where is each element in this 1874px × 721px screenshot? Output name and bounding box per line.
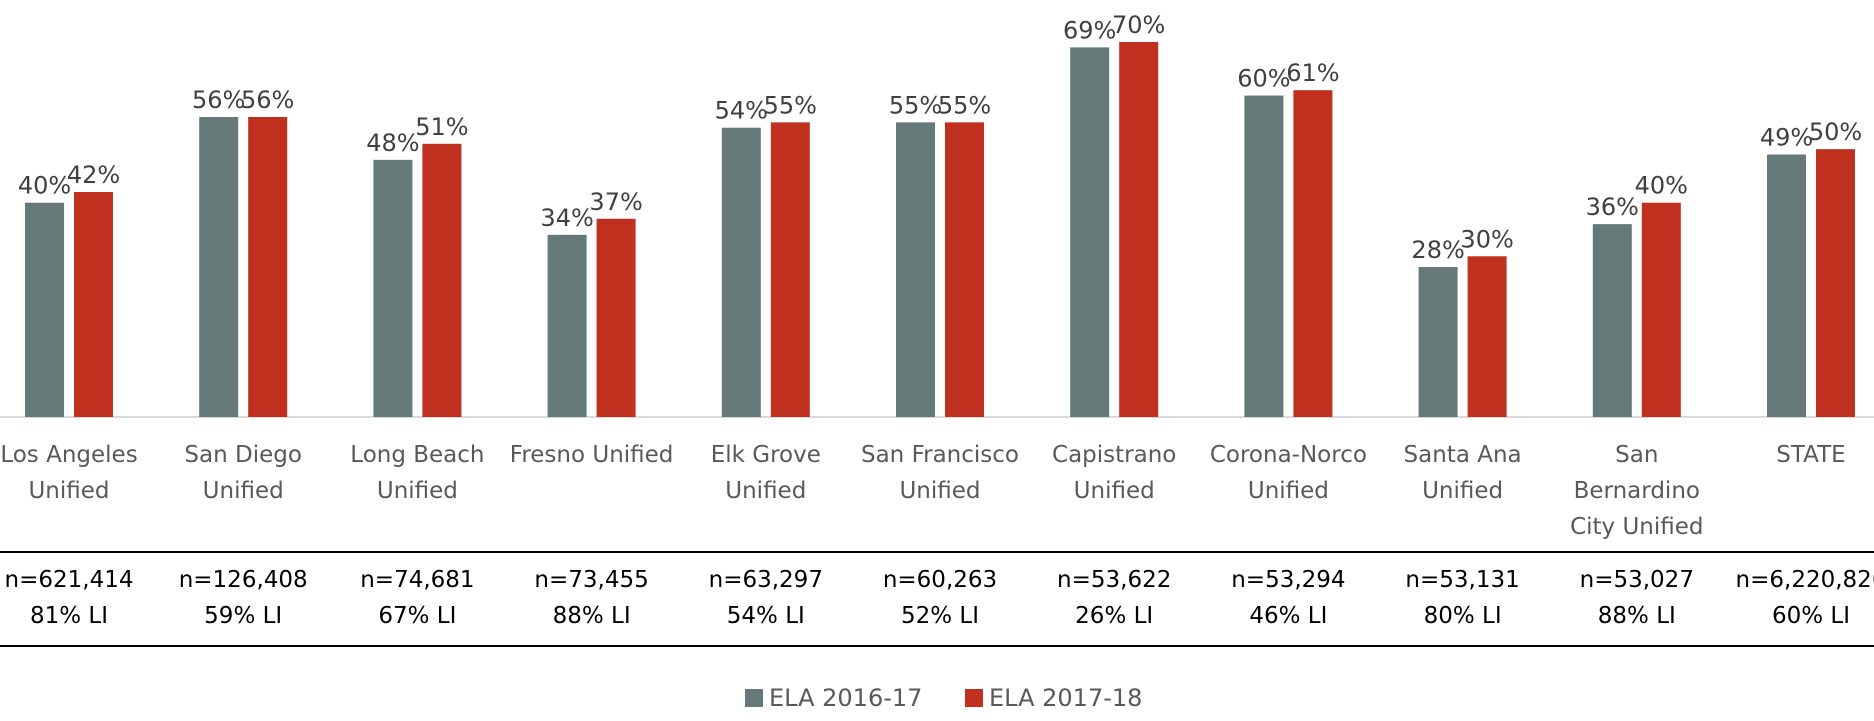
x-tick-label: Los Angeles Unified — [0, 442, 138, 504]
data-label: 48% — [366, 129, 419, 157]
bar — [721, 127, 761, 417]
data-label: 55% — [764, 91, 817, 119]
sample-size: n=53,622 — [1057, 567, 1172, 593]
low-income: 88% LI — [552, 603, 631, 629]
bar — [422, 143, 462, 418]
low-income: 26% LI — [1075, 603, 1154, 629]
x-tick-label: Elk Grove Unified — [710, 442, 821, 504]
bar — [1767, 154, 1806, 417]
legend-swatch — [965, 689, 983, 707]
data-label: 34% — [540, 204, 593, 232]
x-tick-label: San Bernardino City Unified — [1570, 442, 1704, 540]
sample-size: n=74,681 — [360, 567, 475, 593]
data-label: 28% — [1411, 236, 1464, 264]
bar — [770, 122, 810, 417]
data-label: 70% — [1112, 11, 1165, 39]
data-label: 55% — [938, 91, 991, 119]
x-tick-label: Santa Ana Unified — [1403, 442, 1522, 504]
bar — [74, 192, 113, 417]
bar — [547, 234, 587, 417]
sample-size: n=6,220,826 — [1735, 567, 1874, 593]
sample-size: n=621,414 — [4, 567, 134, 593]
low-income: 80% LI — [1423, 603, 1502, 629]
data-label: 56% — [241, 86, 294, 114]
bar — [1816, 149, 1855, 417]
bar — [1293, 90, 1333, 417]
data-label: 42% — [67, 161, 120, 189]
data-label: 69% — [1063, 16, 1116, 44]
low-income: 67% LI — [378, 603, 457, 629]
data-label: 37% — [589, 188, 642, 216]
bar — [1641, 202, 1681, 417]
data-label: 56% — [192, 86, 245, 114]
low-income: 46% LI — [1249, 603, 1328, 629]
low-income: 60% LI — [1771, 603, 1851, 629]
data-label: 50% — [1809, 118, 1862, 146]
low-income: 88% LI — [1597, 603, 1676, 629]
sample-size: n=126,408 — [178, 567, 308, 593]
bar — [896, 122, 935, 417]
data-label: 54% — [715, 97, 768, 125]
sample-size: n=53,294 — [1231, 567, 1346, 593]
low-income: 54% LI — [726, 603, 805, 629]
low-income: 52% LI — [900, 603, 980, 629]
x-tick-label: Fresno Unified — [509, 442, 674, 468]
sample-size: n=60,263 — [882, 567, 998, 593]
bar — [1244, 95, 1284, 418]
sample-size: n=53,027 — [1579, 567, 1694, 593]
x-tick-label: San Francisco Unified — [860, 442, 1019, 504]
bar — [1592, 224, 1632, 417]
data-label: 51% — [415, 113, 468, 141]
legend-label: ELA 2016-17 — [769, 684, 922, 712]
bar — [1467, 256, 1507, 417]
bar — [373, 159, 413, 417]
data-label: 40% — [1635, 172, 1688, 200]
bar — [1070, 47, 1110, 417]
bar — [1119, 42, 1159, 417]
data-label: 30% — [1460, 225, 1513, 253]
data-label: 49% — [1760, 124, 1813, 152]
data-label: 60% — [1237, 65, 1290, 93]
x-tick-label: Long Beach Unified — [350, 442, 485, 504]
data-label: 40% — [18, 172, 71, 200]
low-income: 59% LI — [204, 603, 283, 629]
bar — [945, 122, 984, 417]
x-tick-label: Corona-Norco Unified — [1209, 442, 1367, 504]
legend-label: ELA 2017-18 — [989, 684, 1142, 712]
data-label: 36% — [1586, 193, 1639, 221]
low-income: 81% LI — [29, 603, 109, 629]
x-tick-label: Capistrano Unified — [1052, 442, 1177, 504]
x-tick-label: San Diego Unified — [184, 442, 302, 504]
x-tick-label: STATE — [1776, 442, 1846, 468]
data-label: 55% — [889, 91, 942, 119]
bar — [248, 117, 288, 417]
legend-swatch — [745, 689, 763, 707]
bar — [25, 202, 64, 417]
sample-size: n=73,455 — [534, 567, 649, 593]
sample-size: n=53,131 — [1405, 567, 1520, 593]
bar — [596, 218, 636, 417]
data-label: 61% — [1286, 59, 1339, 87]
bar — [199, 117, 239, 417]
sample-size: n=63,297 — [708, 567, 823, 593]
bar — [1418, 267, 1458, 417]
